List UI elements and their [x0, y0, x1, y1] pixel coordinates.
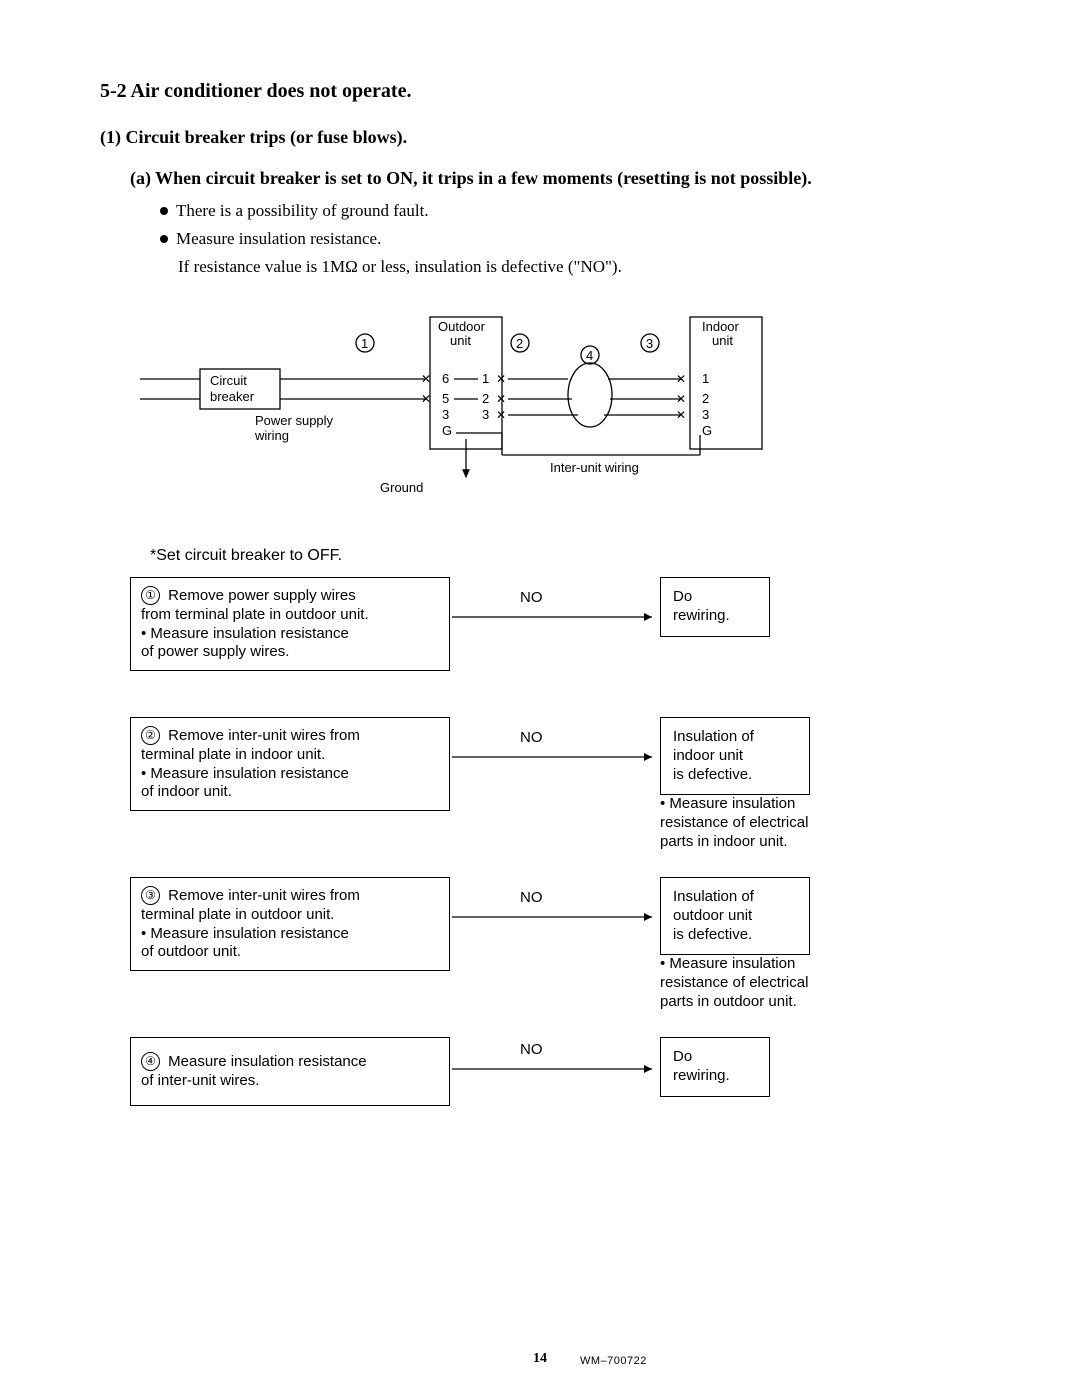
svg-text:3: 3: [442, 407, 449, 422]
arrow-label: NO: [520, 729, 543, 746]
svg-text:3: 3: [482, 407, 489, 422]
svg-text:4: 4: [586, 348, 593, 363]
svg-text:5: 5: [442, 391, 449, 406]
step-number-icon: ④: [141, 1052, 160, 1071]
result-sub: • Measure insulation resistance of elect…: [660, 795, 890, 851]
result-box: Insulation of outdoor unit is defective.: [660, 877, 810, 955]
arrow-label: NO: [520, 1041, 543, 1058]
bullet-item: Measure insulation resistance.: [160, 229, 980, 249]
arrow-label: NO: [520, 889, 543, 906]
svg-text:G: G: [702, 423, 712, 438]
step-box: ① Remove power supply wires from termina…: [130, 577, 450, 671]
svg-text:✕: ✕: [676, 408, 686, 422]
arrow-icon: [452, 1065, 658, 1089]
svg-text:breaker: breaker: [210, 389, 255, 404]
result-box: Insulation of indoor unit is defective.: [660, 717, 810, 795]
result-text: Do rewiring.: [673, 588, 730, 624]
svg-text:2: 2: [516, 336, 523, 351]
step-box: ② Remove inter-unit wires from terminal …: [130, 717, 450, 811]
wiring-diagram: text { font-family: Arial, Helvetica, sa…: [140, 307, 840, 517]
svg-text:Outdoor: Outdoor: [438, 319, 486, 334]
svg-text:2: 2: [482, 391, 489, 406]
bullet-text: Measure insulation resistance.: [176, 229, 381, 249]
measurement-note: If resistance value is 1MΩ or less, insu…: [178, 257, 980, 277]
svg-text:3: 3: [646, 336, 653, 351]
svg-text:1: 1: [482, 371, 489, 386]
document-code: WM–700722: [580, 1355, 647, 1367]
svg-text:✕: ✕: [421, 392, 431, 406]
svg-text:1: 1: [361, 336, 368, 351]
bullet-icon: [160, 207, 168, 215]
svg-text:✕: ✕: [496, 408, 506, 422]
sub-text: • Measure insulation resistance of elect…: [660, 955, 808, 1010]
result-box: Do rewiring.: [660, 577, 770, 637]
precondition-note: *Set circuit breaker to OFF.: [150, 547, 980, 565]
arrow-icon: [452, 913, 658, 937]
bullet-text: There is a possibility of ground fault.: [176, 201, 429, 221]
svg-text:6: 6: [442, 371, 449, 386]
step-box: ③ Remove inter-unit wires from terminal …: [130, 877, 450, 971]
svg-text:1: 1: [702, 371, 709, 386]
flow-step-4: ④ Measure insulation resistance of inter…: [130, 1037, 910, 1117]
step-number-icon: ②: [141, 726, 160, 745]
flow-step-2: ② Remove inter-unit wires from terminal …: [130, 717, 910, 877]
page-number: 14: [0, 1351, 1080, 1367]
flow-step-3: ③ Remove inter-unit wires from terminal …: [130, 877, 910, 1037]
flow-step-1: ① Remove power supply wires from termina…: [130, 577, 910, 677]
svg-text:Ground: Ground: [380, 480, 423, 495]
arrow-label: NO: [520, 589, 543, 606]
svg-text:✕: ✕: [496, 392, 506, 406]
result-text: Insulation of indoor unit is defective.: [673, 728, 754, 783]
svg-text:✕: ✕: [676, 392, 686, 406]
subheading-a: (a) When circuit breaker is set to ON, i…: [130, 168, 980, 189]
svg-text:unit: unit: [450, 333, 471, 348]
subheading-1: (1) Circuit breaker trips (or fuse blows…: [100, 127, 980, 148]
step-number-icon: ③: [141, 886, 160, 905]
result-text: Insulation of outdoor unit is defective.: [673, 888, 754, 943]
page: 5-2 Air conditioner does not operate. (1…: [0, 0, 1080, 1397]
section-heading: 5-2 Air conditioner does not operate.: [100, 80, 980, 103]
svg-text:✕: ✕: [496, 372, 506, 386]
result-sub: • Measure insulation resistance of elect…: [660, 955, 890, 1011]
svg-text:wiring: wiring: [254, 428, 289, 443]
result-text: Do rewiring.: [673, 1048, 730, 1084]
step-text: Remove inter-unit wires from terminal pl…: [141, 887, 360, 960]
svg-text:Power supply: Power supply: [255, 413, 334, 428]
bullet-icon: [160, 235, 168, 243]
svg-text:3: 3: [702, 407, 709, 422]
bullet-item: There is a possibility of ground fault.: [160, 201, 980, 221]
arrow-icon: [452, 613, 658, 637]
step-box: ④ Measure insulation resistance of inter…: [130, 1037, 450, 1106]
svg-text:✕: ✕: [421, 372, 431, 386]
step-text: Remove power supply wires from terminal …: [141, 587, 369, 660]
step-number-icon: ①: [141, 586, 160, 605]
result-box: Do rewiring.: [660, 1037, 770, 1097]
svg-text:2: 2: [702, 391, 709, 406]
svg-text:Inter-unit wiring: Inter-unit wiring: [550, 460, 639, 475]
svg-text:G: G: [442, 423, 452, 438]
bullet-list: There is a possibility of ground fault. …: [160, 201, 980, 249]
sub-text: • Measure insulation resistance of elect…: [660, 795, 808, 850]
step-text: Measure insulation resistance of inter-u…: [141, 1053, 367, 1089]
svg-text:unit: unit: [712, 333, 733, 348]
step-text: Remove inter-unit wires from terminal pl…: [141, 727, 360, 800]
arrow-icon: [452, 753, 658, 777]
svg-text:Circuit: Circuit: [210, 373, 247, 388]
svg-text:✕: ✕: [676, 372, 686, 386]
svg-text:Indoor: Indoor: [702, 319, 740, 334]
